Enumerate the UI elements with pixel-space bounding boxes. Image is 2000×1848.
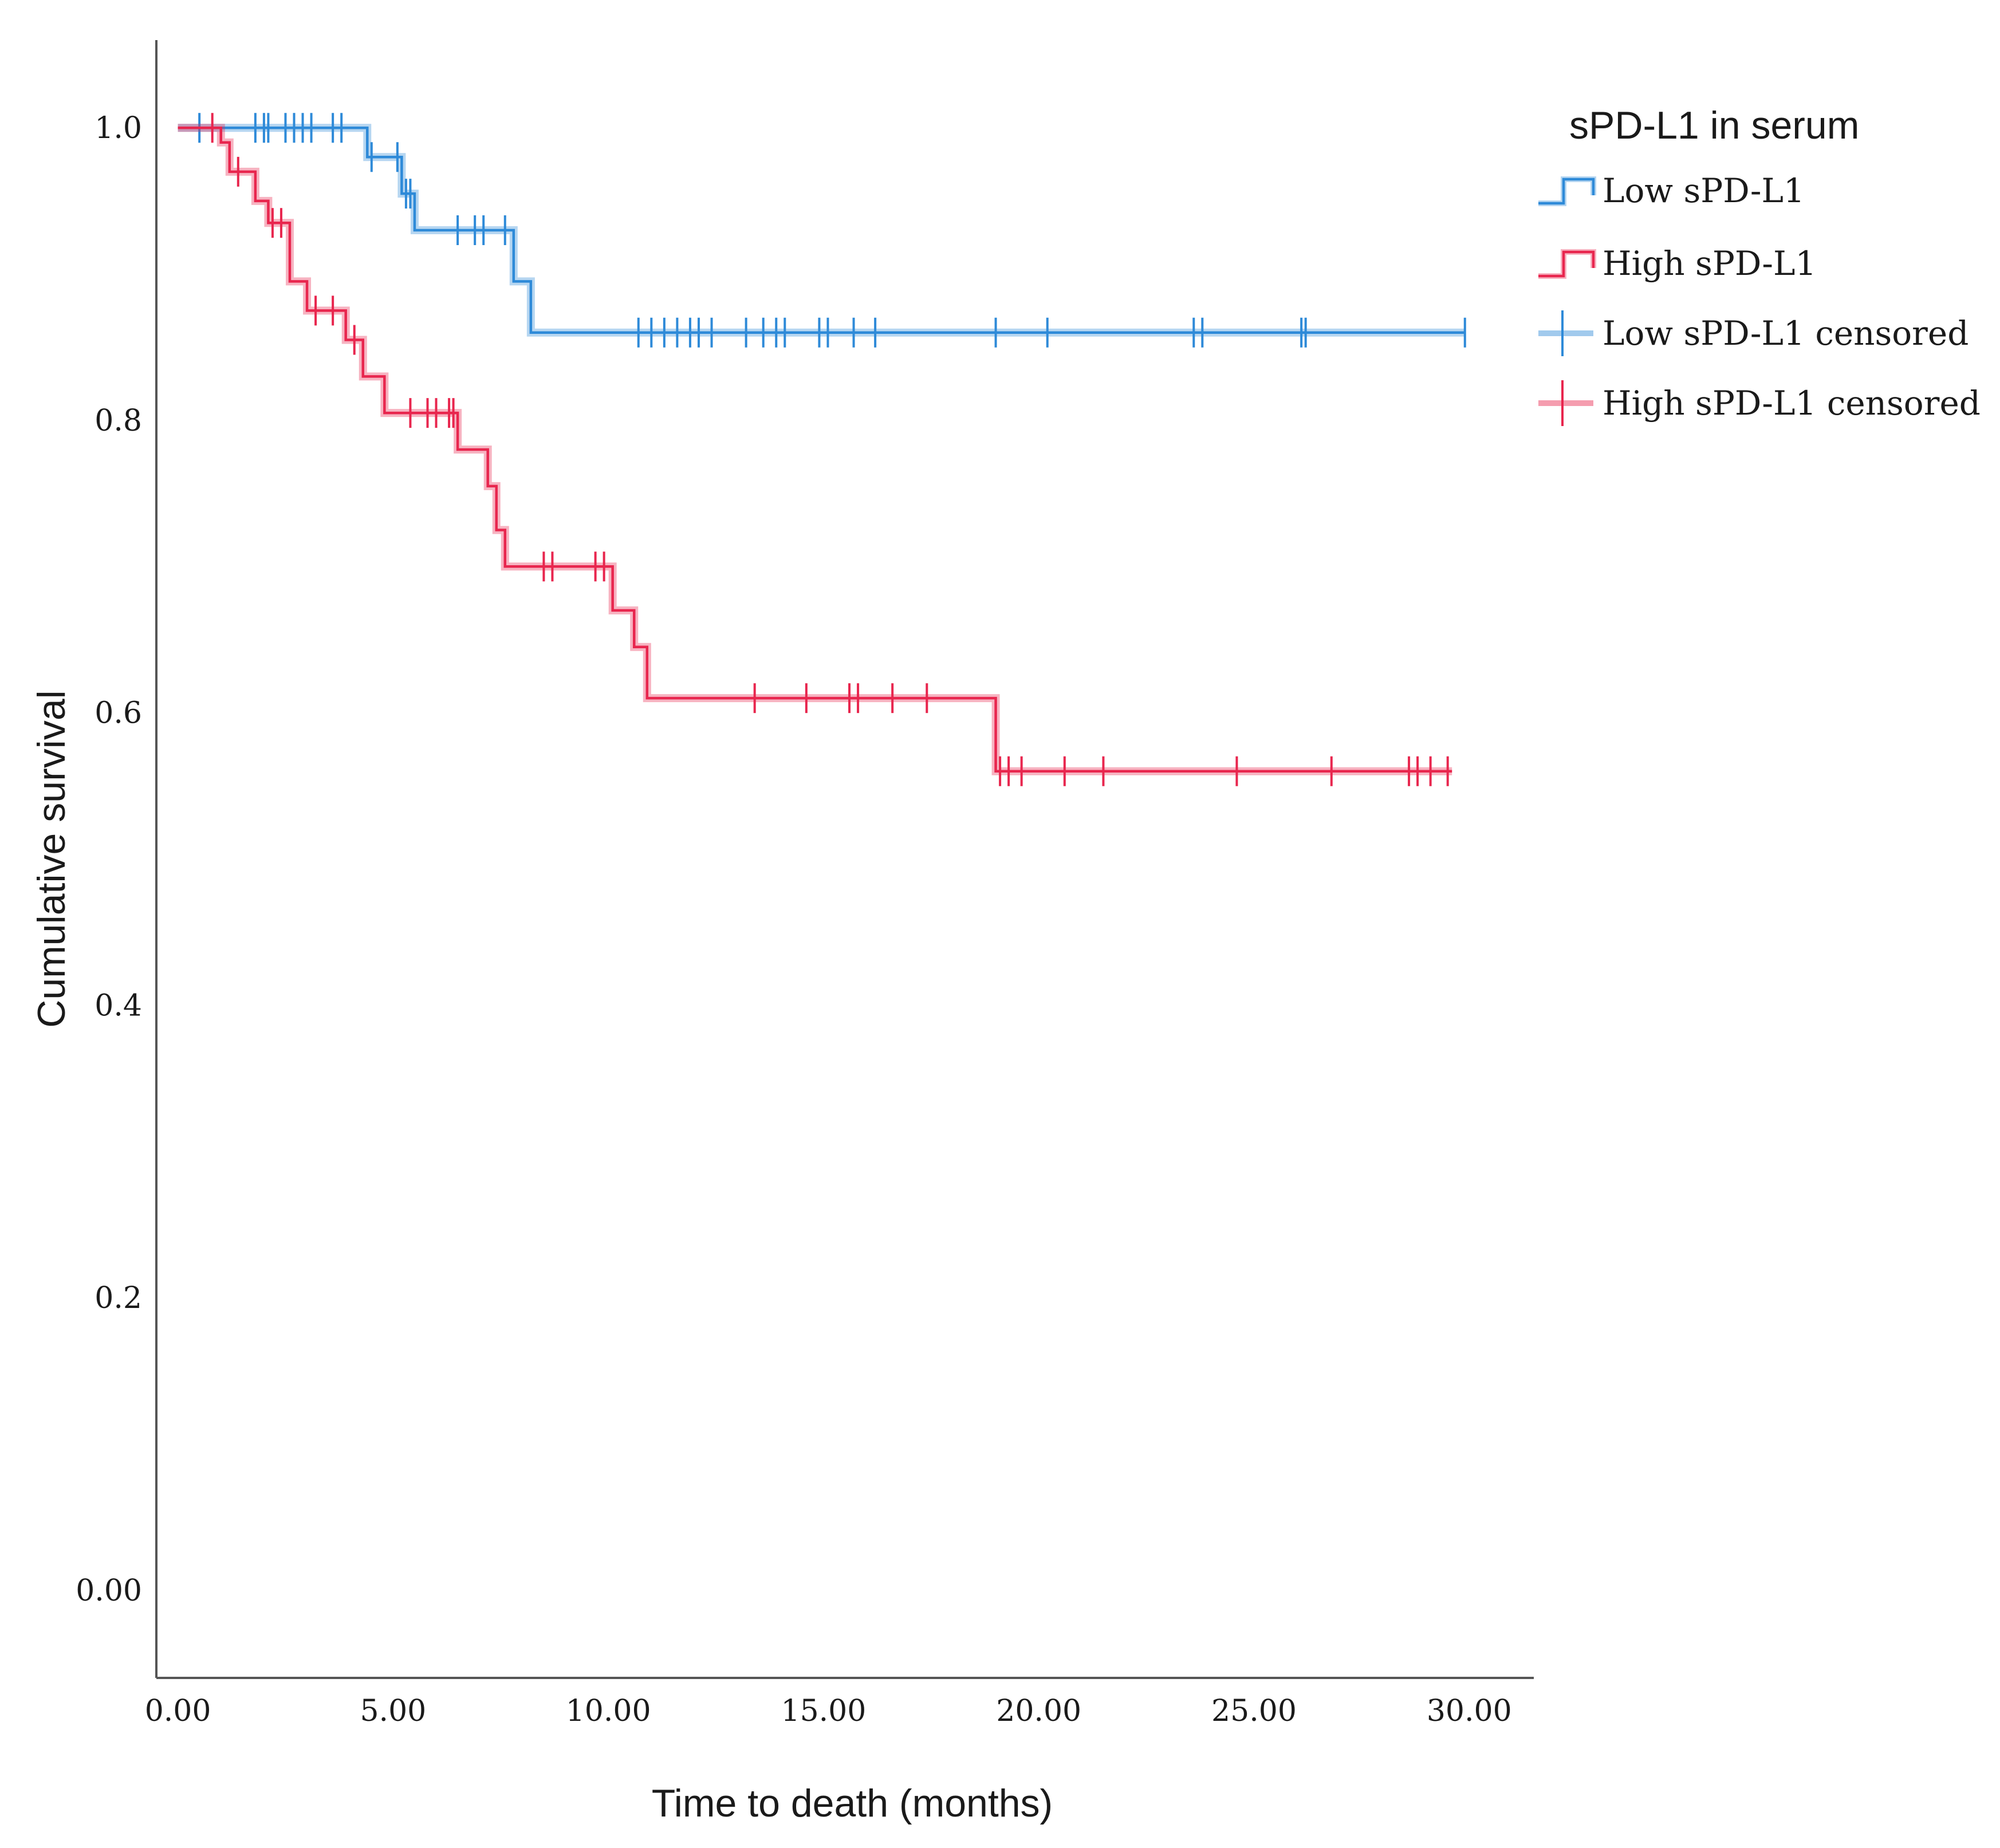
legend-entries: Low sPD-L1 High sPD-L1 Low sPD-L1 censored… [1538, 171, 1981, 426]
legend-swatch-low-spd-l1 [1538, 176, 1596, 206]
legend-title: sPD-L1 in serum [1569, 104, 1859, 147]
y-tick-label: 0.8 [95, 404, 142, 438]
y-tick-label: 1.0 [95, 111, 142, 145]
y-tick-label: 0.00 [76, 1574, 142, 1608]
high-spd-l1-band [178, 124, 1452, 775]
legend-label-low-spd-l1-censored: Low sPD-L1 censored [1603, 314, 1968, 353]
x-tick-label: 15.00 [781, 1694, 866, 1728]
x-tick-label: 10.00 [566, 1694, 651, 1728]
y-tick-label: 0.2 [95, 1281, 142, 1315]
x-tick-label: 30.00 [1427, 1694, 1512, 1728]
x-tick-label: 25.00 [1211, 1694, 1297, 1728]
y-axis-title: Cumulative survival [30, 690, 73, 1028]
x-tick-label: 0.00 [145, 1694, 211, 1728]
legend-label-high-spd-l1: High sPD-L1 [1603, 244, 1816, 283]
low-spd-l1-line [178, 126, 1465, 334]
legend-label-high-spd-l1-censored: High sPD-L1 censored [1603, 384, 1981, 423]
legend-label-low-spd-l1: Low sPD-L1 [1603, 171, 1805, 210]
y-tick-label: 0.6 [95, 696, 142, 731]
high-spd-l1-line [178, 126, 1452, 773]
y-tick-label: 0.4 [95, 988, 142, 1023]
x-tick-label: 20.00 [996, 1694, 1081, 1728]
legend-swatch-low-spd-l1 [1538, 178, 1595, 205]
x-axis-title: Time to death (months) [652, 1782, 1053, 1825]
legend-swatch-high-spd-l1 [1538, 249, 1596, 279]
legend-swatch-high-spd-l1 [1538, 250, 1595, 278]
plot-area: 0.00 0.2 0.4 0.6 0.8 1.0 0.00 5.00 10.00 15.00 20.… [76, 40, 1534, 1728]
x-tick-label: 5.00 [360, 1694, 426, 1728]
